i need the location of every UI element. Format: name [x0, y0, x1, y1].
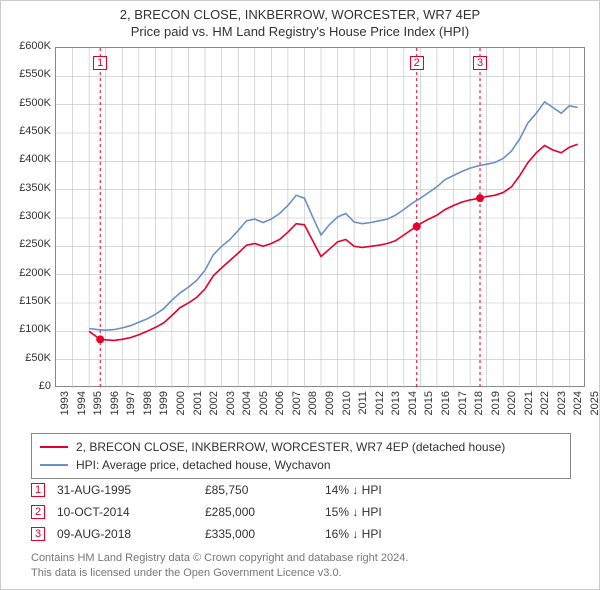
y-tick-label: £500K [9, 97, 51, 109]
x-tick-label: 2011 [357, 391, 369, 421]
legend-label: HPI: Average price, detached house, Wych… [76, 456, 331, 474]
plot-svg [56, 48, 586, 388]
x-tick-label: 2007 [291, 391, 303, 421]
sales-table: 131-AUG-1995£85,75014% ↓ HPI210-OCT-2014… [31, 479, 571, 545]
x-tick-label: 2012 [374, 391, 386, 421]
sale-marker-3: 3 [473, 56, 487, 70]
chart-wrap: £0 £50K £100K £150K £200K £250K £300K £350K £400… [9, 47, 593, 427]
sale-price: £335,000 [205, 527, 325, 541]
y-tick-label: £100K [9, 323, 51, 335]
x-tick-label: 2024 [572, 391, 584, 421]
plot-area: 1 2 3 [55, 47, 585, 387]
x-tick-label: 2023 [556, 391, 568, 421]
sale-row: 309-AUG-2018£335,00016% ↓ HPI [31, 523, 571, 545]
attribution-line1: Contains HM Land Registry data © Crown c… [31, 551, 408, 566]
y-tick-label: £0 [9, 380, 51, 392]
x-tick-label: 2021 [523, 391, 535, 421]
y-tick-label: £300K [9, 210, 51, 222]
y-tick-label: £200K [9, 267, 51, 279]
legend: 2, BRECON CLOSE, INKBERROW, WORCESTER, W… [31, 433, 571, 479]
y-tick-label: £400K [9, 153, 51, 165]
sale-row: 210-OCT-2014£285,00015% ↓ HPI [31, 501, 571, 523]
x-tick-label: 2008 [307, 391, 319, 421]
x-tick-label: 2016 [440, 391, 452, 421]
x-tick-label: 2001 [192, 391, 204, 421]
x-tick-label: 2009 [324, 391, 336, 421]
title-subtitle: Price paid vs. HM Land Registry's House … [1, 24, 599, 39]
sale-price: £285,000 [205, 505, 325, 519]
sale-row-marker: 3 [31, 527, 45, 541]
x-tick-label: 1993 [59, 391, 71, 421]
x-tick-label: 1997 [125, 391, 137, 421]
sale-hpi-diff: 15% ↓ HPI [325, 505, 445, 519]
x-tick-label: 2000 [175, 391, 187, 421]
x-tick-label: 2006 [274, 391, 286, 421]
x-tick-label: 1999 [158, 391, 170, 421]
sale-marker-1: 1 [93, 56, 107, 70]
x-tick-label: 2010 [341, 391, 353, 421]
sale-row: 131-AUG-1995£85,75014% ↓ HPI [31, 479, 571, 501]
x-tick-label: 1998 [142, 391, 154, 421]
legend-item: HPI: Average price, detached house, Wych… [40, 456, 562, 474]
legend-item: 2, BRECON CLOSE, INKBERROW, WORCESTER, W… [40, 438, 562, 456]
sale-row-marker: 2 [31, 505, 45, 519]
x-tick-label: 2005 [258, 391, 270, 421]
attribution-line2: This data is licensed under the Open Gov… [31, 566, 408, 581]
y-tick-label: £600K [9, 40, 51, 52]
sale-hpi-diff: 16% ↓ HPI [325, 527, 445, 541]
x-tick-label: 1995 [92, 391, 104, 421]
sale-price: £85,750 [205, 483, 325, 497]
legend-label: 2, BRECON CLOSE, INKBERROW, WORCESTER, W… [76, 438, 505, 456]
title-address: 2, BRECON CLOSE, INKBERROW, WORCESTER, W… [1, 7, 599, 22]
x-tick-label: 2020 [506, 391, 518, 421]
legend-swatch [40, 446, 68, 448]
y-tick-label: £250K [9, 238, 51, 250]
y-tick-label: £150K [9, 295, 51, 307]
y-tick-label: £550K [9, 68, 51, 80]
chart-container: 2, BRECON CLOSE, INKBERROW, WORCESTER, W… [0, 0, 600, 590]
legend-swatch [40, 464, 68, 466]
sale-date: 10-OCT-2014 [45, 505, 205, 519]
title-block: 2, BRECON CLOSE, INKBERROW, WORCESTER, W… [1, 1, 599, 39]
x-tick-label: 2025 [589, 391, 600, 421]
x-tick-label: 2013 [390, 391, 402, 421]
attribution: Contains HM Land Registry data © Crown c… [31, 551, 408, 581]
x-tick-label: 2018 [473, 391, 485, 421]
x-tick-label: 2017 [457, 391, 469, 421]
sale-marker-2: 2 [410, 56, 424, 70]
x-tick-label: 2015 [423, 391, 435, 421]
sale-hpi-diff: 14% ↓ HPI [325, 483, 445, 497]
sale-date: 31-AUG-1995 [45, 483, 205, 497]
y-tick-label: £350K [9, 182, 51, 194]
sale-date: 09-AUG-2018 [45, 527, 205, 541]
x-tick-label: 2022 [539, 391, 551, 421]
y-tick-label: £50K [9, 352, 51, 364]
sale-row-marker: 1 [31, 483, 45, 497]
x-tick-label: 2019 [490, 391, 502, 421]
x-tick-label: 2003 [225, 391, 237, 421]
x-tick-label: 2014 [407, 391, 419, 421]
x-tick-label: 1994 [76, 391, 88, 421]
x-tick-label: 2004 [241, 391, 253, 421]
x-tick-label: 2002 [208, 391, 220, 421]
x-tick-label: 1996 [109, 391, 121, 421]
y-tick-label: £450K [9, 125, 51, 137]
